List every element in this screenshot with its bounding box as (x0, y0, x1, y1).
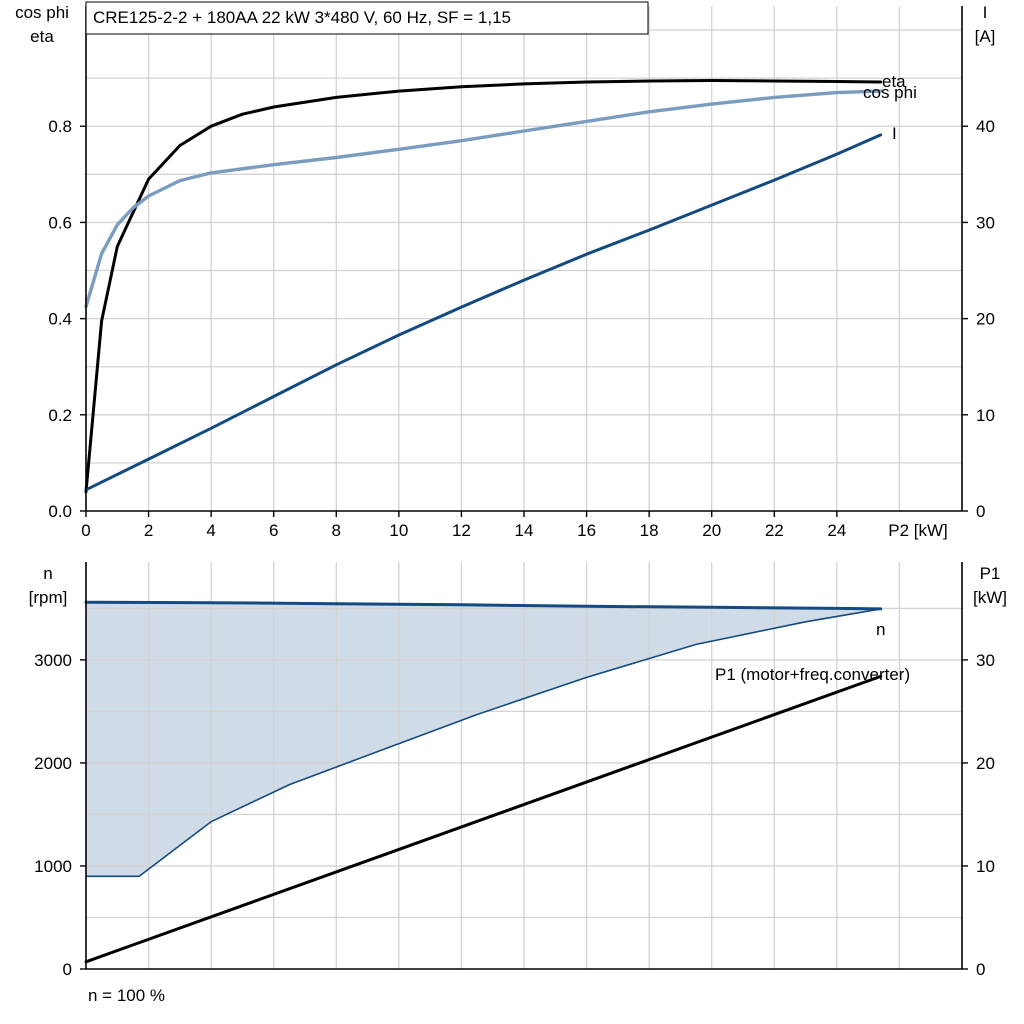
cos-phi-series-label: cos phi (863, 83, 917, 102)
speed-power-panel: 0 1000 2000 3000 0 10 20 30 n [rpm] P1 [kW] n P1 (mot… (29, 562, 1007, 979)
footer-note: n = 100 % (88, 986, 165, 1005)
current-series-label: I (892, 124, 897, 143)
left-tick-label: 2000 (34, 754, 72, 773)
left-tick-label: 0.4 (48, 310, 72, 329)
right-tick-label: 30 (976, 651, 995, 670)
x-tick-label: 20 (702, 521, 721, 540)
x-tick-label: 0 (81, 521, 90, 540)
left-tick-label: 0.6 (48, 213, 72, 232)
left-tick-label: 3000 (34, 651, 72, 670)
right-tick-label: 40 (976, 117, 995, 136)
x-tick-label: 12 (452, 521, 471, 540)
x-tick-label: 10 (389, 521, 408, 540)
speed-range-area (86, 602, 881, 877)
right-tick-label: 10 (976, 857, 995, 876)
x-tick-label: 2 (144, 521, 153, 540)
speed-series-label: n (876, 620, 885, 639)
x-tick-label: 24 (827, 521, 846, 540)
title-box (85, 1, 649, 35)
left-tick-label: 0 (63, 960, 72, 979)
x-tick-label: 14 (515, 521, 534, 540)
cos-phi-curve (84, 89, 883, 309)
chart-title: CRE125-2-2 + 180AA 22 kW 3*480 V, 60 Hz,… (93, 8, 511, 27)
x-tick-label: 4 (206, 521, 215, 540)
current-curve (84, 133, 883, 492)
right-tick-label: 10 (976, 406, 995, 425)
right-axis-label: P1 (980, 564, 1001, 583)
right-tick-label: 20 (976, 754, 995, 773)
left-axis-label: [rpm] (29, 588, 68, 607)
x-tick-label: 18 (640, 521, 659, 540)
left-axis-label: eta (30, 27, 54, 46)
x-tick-label: 16 (577, 521, 596, 540)
right-axis-label: [kW] (973, 588, 1007, 607)
right-axis-label: [A] (975, 27, 996, 46)
left-tick-label: 0.8 (48, 117, 72, 136)
right-tick-label: 30 (976, 213, 995, 232)
right-tick-label: 0 (976, 960, 985, 979)
right-axis-label: I (983, 3, 988, 22)
left-tick-label: 1000 (34, 857, 72, 876)
x-axis-label: P2 [kW] (888, 521, 948, 540)
right-tick-label: 0 (976, 502, 985, 521)
min-speed-curve (85, 608, 882, 878)
p1-series-label: P1 (motor+freq.converter) (715, 665, 910, 684)
x-tick-label: 8 (332, 521, 341, 540)
x-tick-label: 6 (269, 521, 278, 540)
eta-series-label: eta (882, 72, 906, 91)
left-axis-label: n (43, 564, 52, 583)
p1-curve (84, 674, 883, 964)
left-tick-label: 0.2 (48, 406, 72, 425)
x-tick-label: 22 (765, 521, 784, 540)
left-axis-label: cos phi (15, 3, 69, 22)
right-tick-label: 20 (976, 310, 995, 329)
eta-curve (84, 79, 883, 494)
speed-curve (84, 600, 883, 611)
left-tick-label: 0.0 (48, 502, 72, 521)
